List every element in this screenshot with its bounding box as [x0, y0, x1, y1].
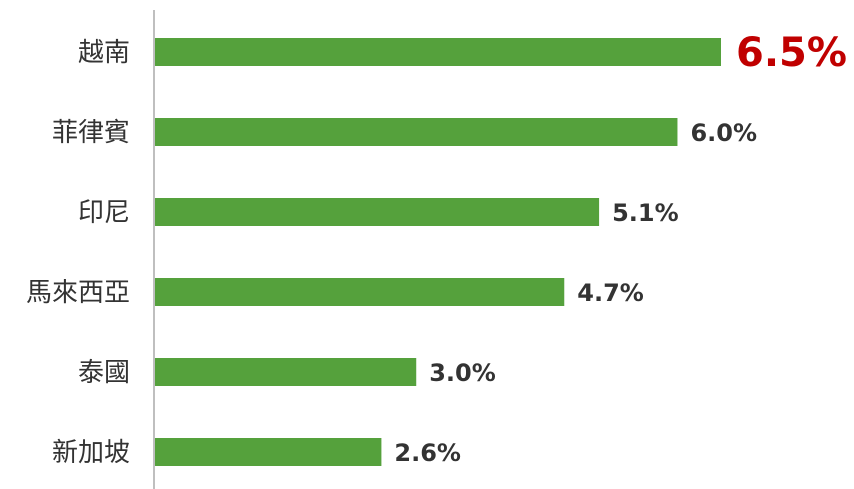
bars-group [155, 38, 721, 466]
bar [155, 358, 417, 386]
data-label: 3.0% [429, 359, 496, 387]
data-label: 5.1% [612, 199, 679, 227]
bar [155, 198, 600, 226]
category-label: 印尼 [78, 198, 130, 228]
bar [155, 118, 678, 146]
data-label: 2.6% [394, 439, 461, 467]
data-label: 6.0% [690, 119, 757, 147]
bar [155, 438, 382, 466]
category-label: 馬來西亞 [26, 278, 130, 308]
data-label: 6.5% [736, 30, 847, 76]
category-label: 菲律賓 [52, 118, 130, 148]
category-label: 新加坡 [52, 438, 130, 468]
data-label: 4.7% [577, 279, 644, 307]
labels-group: 越南 6.5% 菲律賓 6.0% 印尼 5.1% 馬來西亞 4.7% 泰國 3.0% 新加坡 2.6% [26, 30, 847, 468]
category-label: 泰國 [78, 358, 130, 388]
bar [155, 38, 721, 66]
category-label: 越南 [78, 38, 130, 68]
bar [155, 278, 565, 306]
